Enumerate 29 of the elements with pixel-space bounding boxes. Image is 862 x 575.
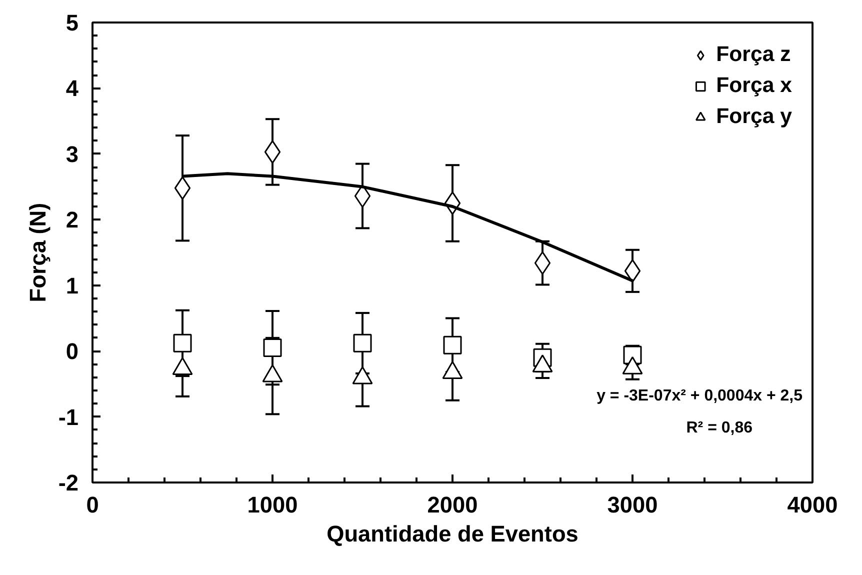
point: [263, 338, 282, 358]
y-tick-label: -2: [58, 470, 79, 496]
point: [624, 259, 641, 283]
x-tick-label: 1000: [247, 492, 298, 518]
annotation: R² = 0,86: [686, 420, 753, 436]
x-tick-label: 0: [86, 492, 99, 518]
point: [443, 336, 462, 354]
y-axis-title: Força (N): [24, 202, 50, 302]
y-tick-label: 4: [66, 75, 79, 102]
y-tick-label: 0: [66, 338, 79, 364]
x-axis-title: Quantidade de Eventos: [326, 520, 578, 546]
y-tick-label: 1: [66, 272, 79, 298]
point: [353, 334, 372, 352]
y-tick-label: 3: [66, 140, 79, 167]
x-tick-label: 2000: [427, 492, 478, 518]
y-tick-label: 5: [66, 10, 79, 36]
annotation: y = -3E-07x² + 0,0004x + 2,5: [596, 387, 803, 404]
point: [264, 140, 281, 164]
x-tick-label: 3000: [607, 492, 658, 518]
point: [174, 176, 191, 200]
legend-label: Força x: [716, 73, 792, 98]
point: [354, 184, 371, 208]
y-tick-label: -1: [58, 404, 79, 430]
y-tick-label: 2: [66, 206, 79, 233]
point: [173, 334, 192, 352]
x-tick-label: 4000: [787, 492, 838, 518]
legend-label: Força z: [716, 42, 791, 67]
point: [534, 251, 551, 275]
legend-label: Força y: [716, 104, 792, 129]
